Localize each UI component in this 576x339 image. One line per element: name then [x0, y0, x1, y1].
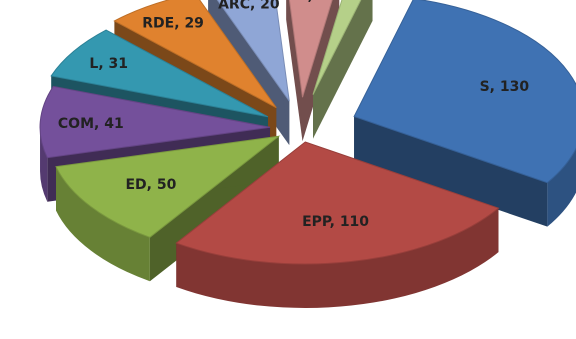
data-label-ed: ED, 50	[125, 177, 176, 193]
data-label-l: L, 31	[89, 56, 128, 72]
pie-slice-com	[39, 85, 271, 159]
pie-slice-ni-wall-end	[312, 0, 373, 139]
data-label-com: COM, 41	[58, 116, 124, 132]
data-label-dr: DR, 16	[285, 0, 337, 4]
pie-slice-s-wall-end	[354, 116, 548, 227]
pie-slice-ni	[312, 0, 362, 95]
pie-slice-s	[353, 0, 576, 184]
pie-slice-rde	[113, 0, 277, 109]
pie-slice-com-side	[40, 127, 48, 202]
data-label-s: S, 130	[480, 79, 530, 95]
pie-slice-s-side	[547, 148, 576, 227]
data-label-ni: NI, 7	[336, 0, 373, 1]
pie-slice-epp	[175, 141, 500, 265]
pie-slice-dr	[288, 0, 333, 98]
data-label-rde: RDE, 29	[142, 15, 204, 31]
pie-slice-l	[50, 29, 269, 118]
pie-slice-ed	[55, 135, 281, 238]
pie-slice-dr-wall-start	[286, 0, 303, 142]
pie-slice-epp-side	[176, 208, 499, 309]
pie-slice-arc	[216, 0, 290, 102]
data-label-arc: ARC, 20	[218, 0, 280, 12]
data-label-epp: EPP, 110	[302, 214, 369, 230]
pie-slice-ed-side	[56, 166, 150, 282]
